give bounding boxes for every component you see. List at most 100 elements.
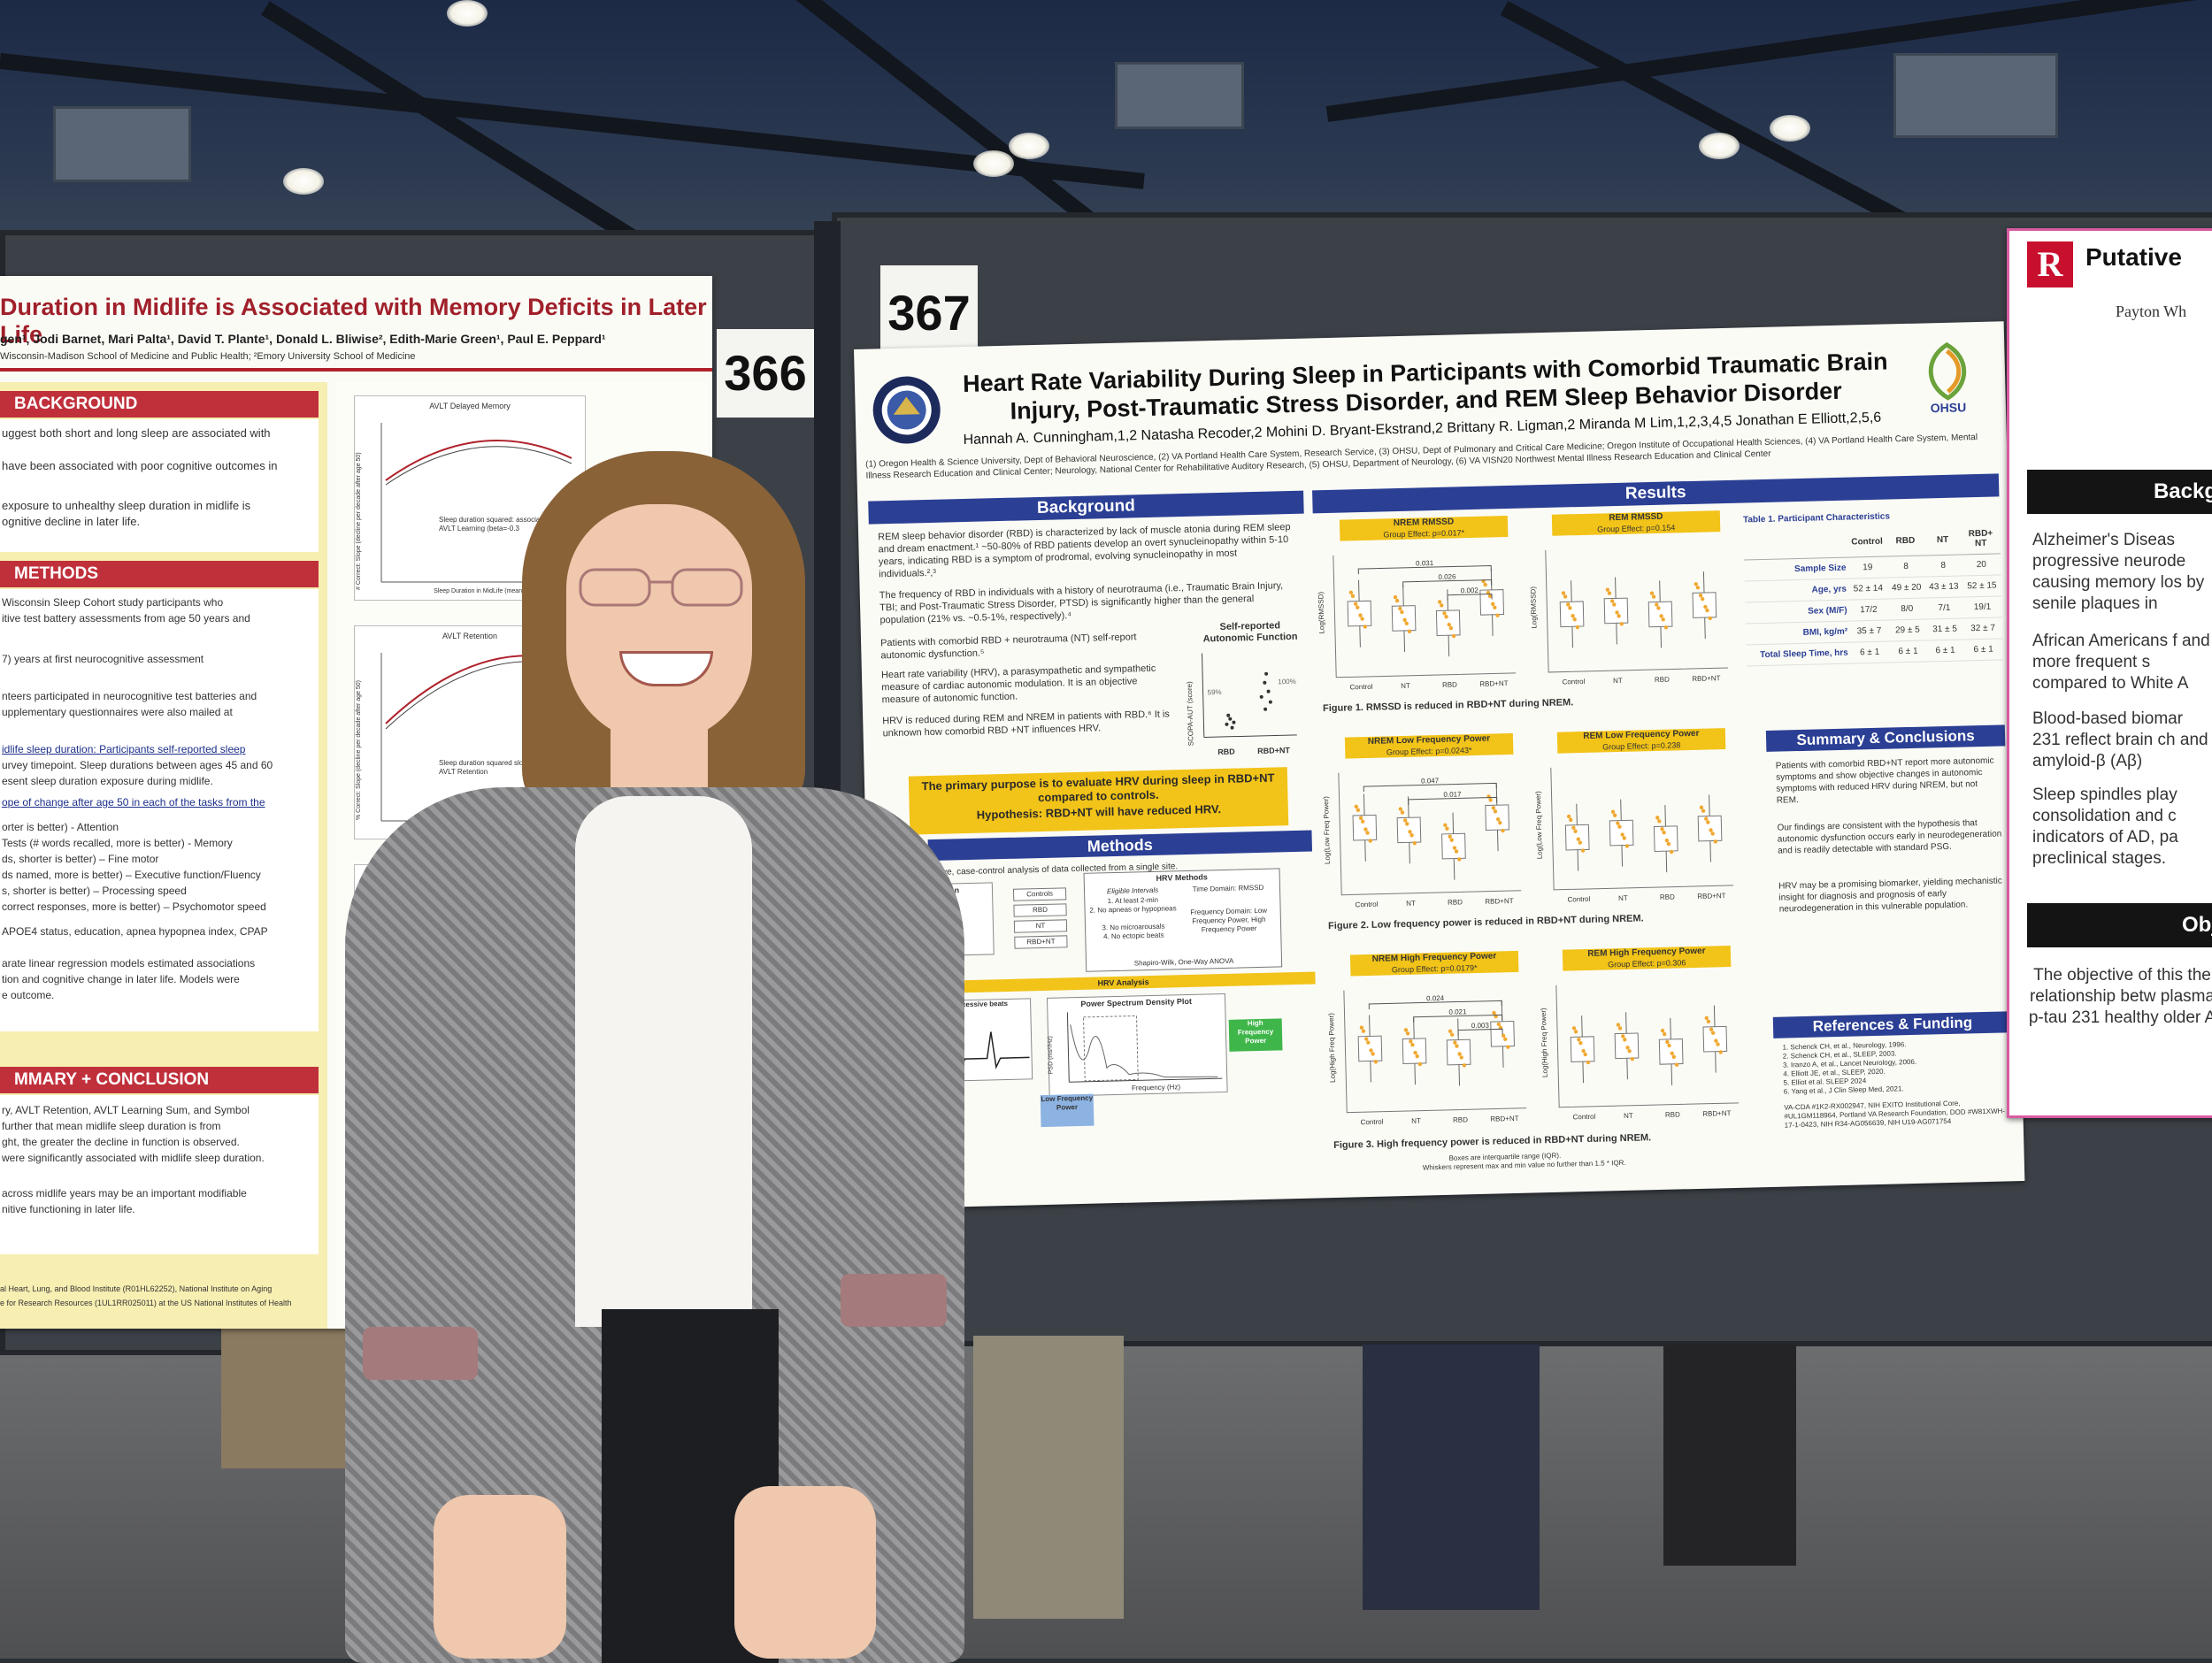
table-cell: 49 ± 20 [1887, 577, 1926, 600]
table-row-label: Total Sleep Time, hrs [1746, 642, 1851, 666]
boxplot-point [1394, 598, 1400, 603]
x-tick-label: NT [1401, 682, 1410, 690]
boxplot-point [1706, 1019, 1711, 1024]
table-row-label: BMI, kg/m² [1745, 621, 1850, 645]
ceiling-light [1699, 133, 1740, 159]
table-cell: 43 ± 13 [1924, 575, 1963, 598]
boxplot-point [1358, 816, 1363, 820]
significance-bracket [1357, 564, 1492, 575]
x-tick-label: NT [1618, 894, 1628, 902]
summary-line: ry, AVLT Retention, AVLT Learning Sum, a… [2, 1104, 250, 1116]
boxplot-point [1659, 614, 1663, 618]
poster-number-367: 367 [880, 265, 978, 361]
presenter-cuff [841, 1274, 947, 1327]
poster-right: R Putative Payton Wh Backg Alzheimer's D… [2007, 228, 2212, 1118]
low-freq-label: Low Frequency Power [1040, 1093, 1094, 1128]
boxplot-point [1577, 1038, 1581, 1042]
table-cell: 8/0 [1887, 597, 1926, 621]
poster-right-bullet: Sleep spindles play consolidation and c … [2032, 786, 2178, 868]
boxplot-point [1459, 1055, 1463, 1060]
methods-header: Methods [927, 830, 1313, 862]
ceiling-light [1770, 115, 1810, 142]
boxplot-point [1404, 621, 1409, 626]
presenter-blouse [575, 796, 752, 1327]
boxplot-point [1409, 1039, 1413, 1044]
summary-bullet: HRV may be a promising biomarker, yieldi… [1778, 876, 2002, 915]
boxplot-point [1498, 820, 1502, 825]
chart-note: Sleep duration squared slope of AVLT Ret… [439, 759, 545, 777]
poster-right-author: Payton Wh [2116, 303, 2187, 320]
chart-title: AVLT Delayed Memory [429, 402, 511, 410]
eligible-item: 2. No apneas or hypopneas [1089, 904, 1177, 915]
boxplot-point [1617, 1026, 1623, 1031]
boxplot-point [1709, 1027, 1714, 1031]
background-line: uggest both short and long sleep are ass… [2, 426, 271, 440]
boxplot-point [1495, 613, 1500, 617]
methods-line: correct responses, more is better) – Psy… [2, 900, 266, 913]
x-tick-label: NT [1406, 900, 1416, 908]
x-tick-label: RBD+NT [1692, 674, 1721, 683]
significance-bracket [1402, 579, 1493, 587]
results-header: Results [1312, 473, 2000, 514]
x-tick-label: NT [1624, 1112, 1633, 1120]
poster-366-title: Duration in Midlife is Associated with M… [0, 294, 707, 348]
significance-bracket [1413, 1014, 1503, 1023]
boxplot-point [1573, 829, 1578, 833]
methods-line: APOE4 status, education, apnea hypopnea … [2, 925, 268, 938]
boxplot-point [1455, 1044, 1459, 1048]
poster-366-background-box: uggest both short and long sleep are ass… [0, 419, 319, 552]
x-tick-label: RBD [1665, 1110, 1680, 1118]
boxplot-point [1704, 1015, 1709, 1021]
boxplot-point [1412, 840, 1417, 846]
boxplot-point [1662, 830, 1666, 835]
significance-bracket [1363, 782, 1497, 793]
boxplot-point [1615, 610, 1619, 615]
boxplot-point [1580, 848, 1586, 853]
boxplot-point [1493, 605, 1497, 609]
significance-bracket [1457, 1028, 1503, 1036]
boxplot-point [1665, 1039, 1670, 1045]
poster-366-background-header: BACKGROUND [0, 391, 319, 418]
boxplot-box [1692, 592, 1717, 618]
boxplot-point [1616, 1023, 1621, 1027]
table-header: RBD+ NT [1961, 523, 2001, 555]
boxplot-box [1603, 597, 1629, 625]
x-tick-label: RBD+NT [1697, 892, 1726, 900]
boxplot-point [1572, 617, 1577, 622]
boxplot-point [1449, 838, 1454, 842]
boxplot-point [1576, 837, 1580, 841]
axis-line [1550, 767, 1734, 891]
boxplot-point [1657, 819, 1662, 824]
hvac-duct [1115, 62, 1244, 129]
boxplot-point [1571, 614, 1575, 618]
boxplot-point [1365, 831, 1370, 835]
boxplot-point [1496, 1022, 1502, 1027]
p-value-label: 0.002 [1461, 586, 1479, 594]
hrv-methods-box: HRV Methods Eligible Intervals 1. At lea… [1083, 868, 1283, 972]
presenter [345, 451, 982, 1663]
boxplot-point [1571, 1026, 1577, 1031]
boxplot-point [1398, 606, 1402, 611]
boxplot-point [1405, 1031, 1410, 1036]
result-panel: NREM RMSSD Group Effect: p=0.017* Log(RMSS… [1313, 516, 1521, 698]
references-header: References & Funding [1772, 1011, 2013, 1038]
x-tick-label: Control [1356, 900, 1379, 909]
x-tick-label: Control [1567, 895, 1590, 904]
table-cell: 6 ± 1 [1926, 639, 1964, 662]
results-grid: NREM RMSSD Group Effect: p=0.017* Log(RMSS… [1313, 510, 1753, 1158]
boxplot-point [1624, 844, 1630, 848]
x-tick-label: RBD [1448, 898, 1463, 906]
boxplot-point [1400, 810, 1405, 815]
table-row-label: Sample Size [1744, 557, 1848, 581]
boxplot-point [1695, 586, 1701, 590]
boxplot-point [1487, 594, 1493, 599]
poster-366-summary-box: ry, AVLT Retention, AVLT Learning Sum, a… [0, 1095, 319, 1254]
poster-366-funding: e for Research Resources (1UL1RR025011) … [0, 1299, 292, 1307]
x-tick-label: RBD [1442, 680, 1457, 688]
ceiling-light [447, 0, 488, 27]
methods-line: arate linear regression models estimated… [2, 957, 256, 969]
x-tick-label: RBD [1453, 1115, 1468, 1123]
boxplot-box [1352, 814, 1378, 841]
boxplot-point [1402, 617, 1407, 623]
boxplot-point [1409, 833, 1414, 838]
